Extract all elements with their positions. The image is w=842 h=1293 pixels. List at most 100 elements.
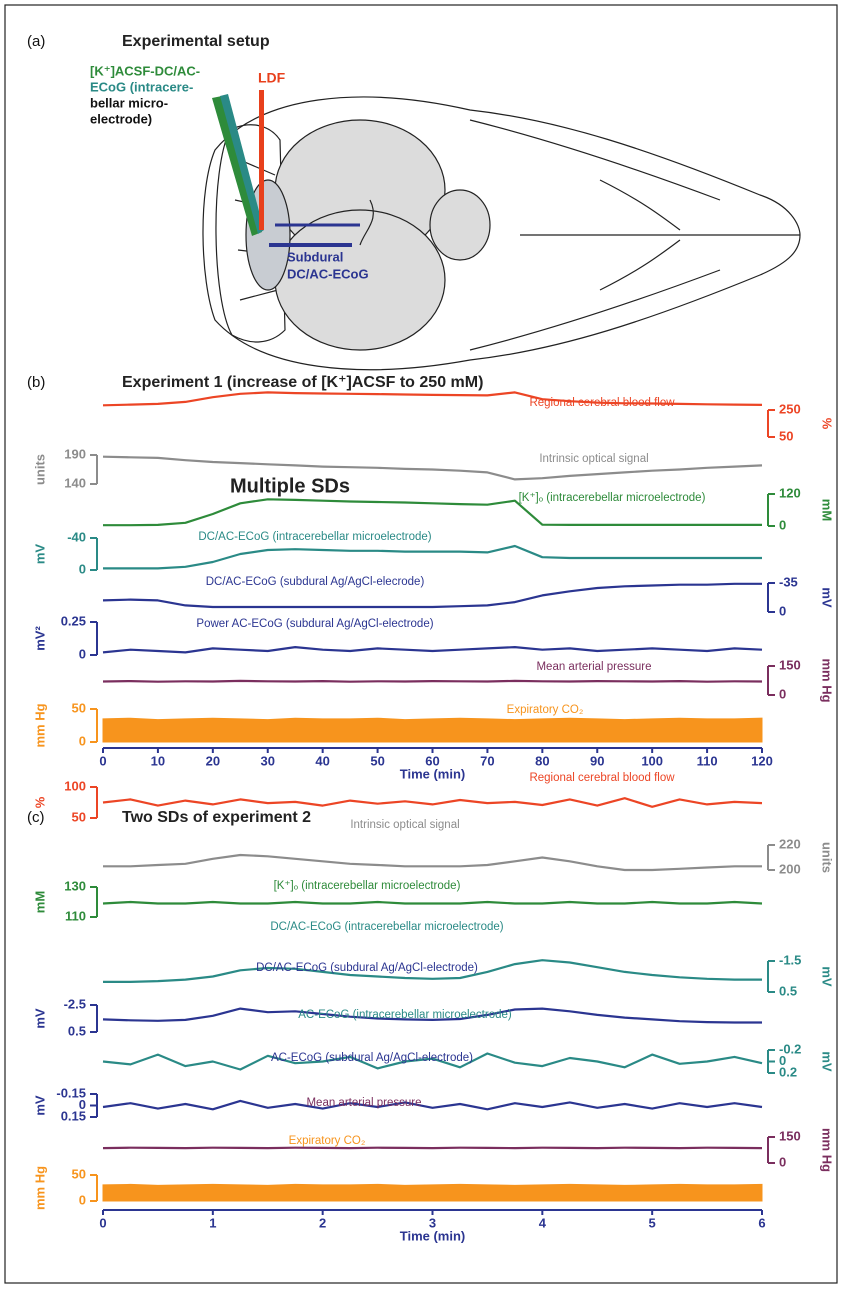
trace (103, 1101, 762, 1109)
scale-tick-label: 50 (72, 700, 86, 715)
scale-tick-label: 250 (779, 401, 801, 416)
unit-label: mM (820, 499, 835, 521)
x-tick-label: 70 (480, 753, 494, 768)
unit-label: % (32, 796, 47, 808)
panel-title: Experiment 1 (increase of [K⁺]ACSF to 25… (122, 374, 483, 391)
x-tick-label: 6 (758, 1215, 765, 1230)
scale-tick-label: 0 (779, 517, 786, 532)
panel-label: (b) (27, 374, 45, 391)
scale-tick-label: -1.5 (779, 952, 801, 967)
trace (103, 681, 762, 682)
scale-tick-label: 200 (779, 861, 801, 876)
scale-tick-label: 0 (79, 1192, 86, 1207)
trace-label: Regional cerebral blood flow (529, 397, 675, 409)
x-tick-label: 110 (697, 753, 718, 768)
x-tick-label: 0 (99, 1215, 106, 1230)
trace (103, 647, 762, 652)
trace-label: AC-ECoG (intracerebellar microelectrode) (298, 1009, 512, 1021)
x-tick-label: 0 (99, 753, 106, 768)
unit-label: mm Hg (820, 1128, 835, 1172)
trace-label: AC-ECoG (subdural Ag/AgCl-electrode) (271, 1052, 473, 1064)
scale-tick-label: 150 (779, 1128, 801, 1143)
unit-label: mm Hg (32, 1166, 47, 1210)
scale-tick-label: 50 (779, 428, 793, 443)
unit-label: mV (32, 1095, 47, 1116)
unit-label: mM (32, 891, 47, 913)
scale-tick-label: 150 (779, 657, 801, 672)
subdural-label: Subdural (287, 249, 343, 264)
scale-tick-label: 0 (79, 646, 86, 661)
unit-label: mV (32, 544, 47, 565)
ldf-label: LDF (258, 70, 286, 86)
scale-tick-label: 140 (64, 475, 86, 490)
x-tick-label: 50 (370, 753, 384, 768)
unit-label: mV² (32, 626, 47, 651)
unit-label: mm Hg (820, 658, 835, 702)
x-tick-label: 1 (209, 1215, 216, 1230)
trace (103, 584, 762, 607)
trace (103, 798, 762, 807)
electrode-label: ECoG (intracere- (90, 79, 193, 94)
trace-label: Mean arterial pressure (536, 661, 651, 673)
unit-label: mV (820, 587, 835, 608)
scale-tick-label: -0.15 (56, 1085, 86, 1100)
trace-label: [K⁺]ₒ (intracerebellar microelectrode) (274, 880, 461, 892)
subdural-electrode (269, 243, 352, 247)
scale-tick-label: -0.2 (779, 1041, 801, 1056)
panel-title: Experimental setup (122, 33, 270, 50)
unit-label: mm Hg (32, 703, 47, 747)
scale-tick-label: 0.5 (779, 983, 797, 998)
x-tick-label: 30 (261, 753, 275, 768)
trace-label: [K⁺]ₒ (intracerebellar microelectrode) (519, 492, 706, 504)
x-axis-label: Time (min) (400, 1228, 466, 1243)
scale-tick-label: -40 (67, 529, 86, 544)
trace (103, 902, 762, 904)
scale-tick-label: 100 (64, 778, 86, 793)
scale-tick-label: 0 (79, 733, 86, 748)
scale-tick-label: 190 (64, 446, 86, 461)
scale-tick-label: 0 (779, 686, 786, 701)
unit-label: units (32, 454, 47, 485)
scale-tick-label: 0.5 (68, 1023, 86, 1038)
x-tick-label: 20 (206, 753, 220, 768)
electrode (220, 94, 264, 234)
x-tick-label: 90 (590, 753, 604, 768)
scale-tick-label: 120 (779, 485, 801, 500)
x-tick-label: 5 (649, 1215, 656, 1230)
trace-label: Power AC-ECoG (subdural Ag/AgCl-electrod… (196, 618, 433, 630)
scale-tick-label: -35 (779, 574, 798, 589)
x-tick-label: 10 (151, 753, 165, 768)
ldf-probe (259, 90, 264, 230)
scale-tick-label: 50 (72, 809, 86, 824)
electrode-label: [K⁺]ACSF-DC/AC- (90, 63, 200, 78)
scale-tick-label: 0 (779, 603, 786, 618)
panel-label: (a) (27, 33, 45, 50)
scale-tick-label: 0.25 (61, 613, 86, 628)
x-tick-label: 80 (535, 753, 549, 768)
trace-label: DC/AC-ECoG (intracerebellar microelectro… (270, 921, 503, 933)
unit-label: mV (820, 1051, 835, 1072)
electrode-label: bellar micro- (90, 95, 168, 110)
scale-tick-label: 220 (779, 836, 801, 851)
trace-area (103, 718, 762, 742)
trace-label: Regional cerebral blood flow (529, 772, 675, 784)
trace-label: Intrinsic optical signal (539, 453, 648, 465)
trace (103, 546, 762, 568)
annotation: Multiple SDs (230, 475, 350, 497)
x-tick-label: 120 (751, 753, 773, 768)
subdural-label: DC/AC-ECoG (287, 266, 369, 281)
x-tick-label: 2 (319, 1215, 326, 1230)
x-tick-label: 40 (315, 753, 329, 768)
scale-tick-label: 50 (72, 1166, 86, 1181)
unit-label: units (820, 842, 835, 873)
unit-label: mV (32, 1008, 47, 1029)
x-axis-label: Time (min) (400, 766, 466, 781)
trace-label: Intrinsic optical signal (350, 819, 459, 831)
unit-label: % (820, 418, 835, 430)
trace (103, 855, 762, 870)
trace-area (103, 1184, 762, 1201)
trace-label: Mean arterial pressure (306, 1097, 421, 1109)
trace-label: Expiratory CO₂ (507, 704, 584, 716)
electrode-label: electrode) (90, 111, 152, 126)
